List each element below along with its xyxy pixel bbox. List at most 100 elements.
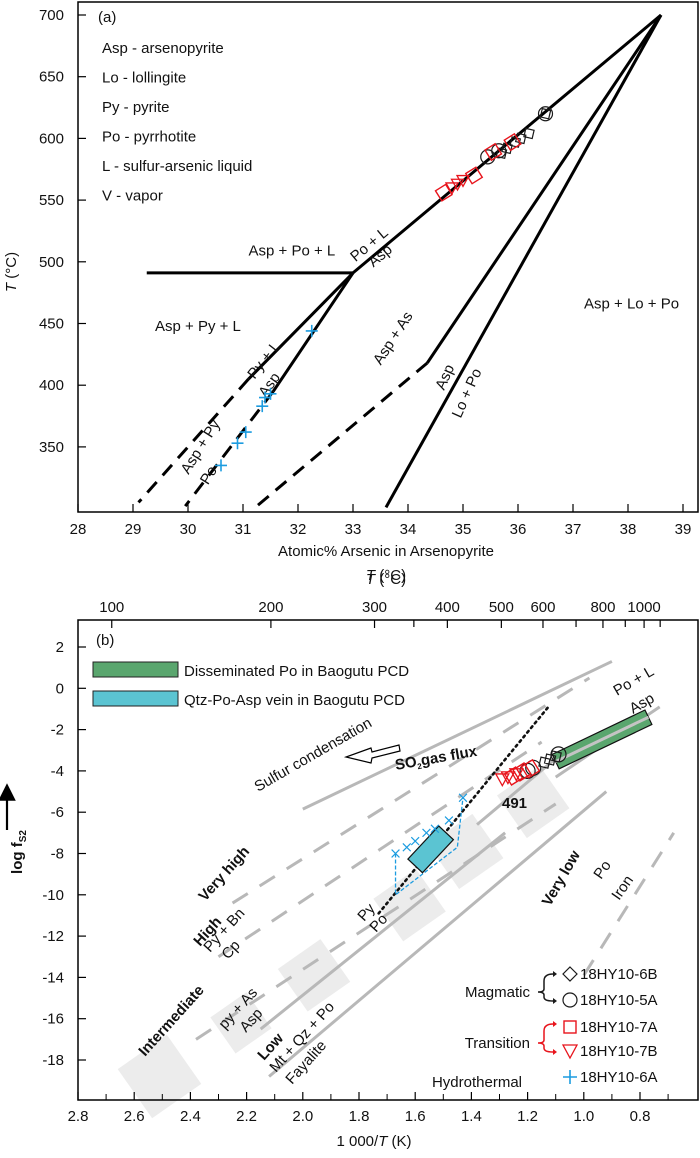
point-18HY10-6A <box>259 391 271 404</box>
point-18HY10-7A <box>520 758 541 779</box>
legend-swatch <box>92 690 179 707</box>
y-tick-label: -10 <box>42 887 64 904</box>
brace-arrow-icon <box>553 1049 557 1055</box>
x-tick-label: 38 <box>620 521 637 538</box>
point-18HY10-6A <box>430 824 440 834</box>
x-tick-label: 33 <box>345 521 362 538</box>
panel-b-data-points <box>391 746 567 858</box>
top-tick-label: 100 <box>99 599 124 616</box>
point-18HY10-5A <box>491 143 507 159</box>
x-tick-label: 34 <box>400 521 417 538</box>
dashed-upper-1-line <box>231 676 591 905</box>
x-tick-label: 39 <box>675 521 692 538</box>
legend-plus-icon <box>563 1070 577 1084</box>
legend-entry-label: 18HY10-5A <box>580 992 658 1009</box>
x-subtitle-unit: (°C) <box>379 567 406 584</box>
x-tick-label: 0.8 <box>630 1108 651 1125</box>
py-bn-cp-line <box>217 740 543 958</box>
legend-group-label: Hydrothermal <box>432 1074 522 1091</box>
point-18HY10-6A <box>391 849 400 858</box>
shaded-zone <box>117 1034 202 1119</box>
legend-circle-icon <box>562 992 578 1008</box>
temperature-491-label: 491 <box>502 795 527 812</box>
x-tick-label: 29 <box>125 521 142 538</box>
y-tick-label: -6 <box>51 804 64 821</box>
legend-group-label: Magmatic <box>465 984 531 1001</box>
point-18HY10-6A <box>215 459 227 472</box>
y-tick-label: -4 <box>51 763 64 780</box>
qtz-po-asp-vein-field <box>407 825 455 874</box>
x-tick-label: 2.2 <box>236 1108 257 1125</box>
y-tick-label: 2 <box>56 639 64 656</box>
y-tick-label: 450 <box>39 316 64 333</box>
point-18HY10-5A <box>537 106 554 122</box>
legend-entry-label: 18HY10-7B <box>580 1043 658 1060</box>
asp-lo-po-line <box>384 14 663 509</box>
very-low-label: Very low <box>539 848 584 909</box>
panel-b-field-legend: Disseminated Po in Baogutu PCD Qtz-Po-Asp… <box>92 661 409 709</box>
panel-a-label: (a) <box>98 9 116 26</box>
point-18HY10-7B <box>500 771 516 785</box>
y-tick-label: -12 <box>42 928 64 945</box>
panel-b-x-axis-title: 1 000/T (K) <box>336 1133 411 1150</box>
panel-b-x-axis: 2.8 2.6 2.4 2.2 2.0 1.8 1.6 1.4 1.2 1.0 0.8 <box>68 1092 669 1125</box>
point-18HY10-6B <box>495 147 508 160</box>
legend-group-label: Transition <box>465 1035 530 1052</box>
curve-label: Asp + Py <box>177 416 224 477</box>
panel-b-y-axis: 2 0 -2 -4 -6 -8 -10 -12 -14 -16 -18 <box>42 639 86 1069</box>
panel-b-sample-legend: 18HY10-6B 18HY10-5A 18HY10-7A 18HY10-7B 18HY… <box>432 966 658 1091</box>
po-l-asp-centerline <box>555 715 650 763</box>
y-tick-label: 500 <box>39 254 64 271</box>
asp-as-extrapolated-line <box>255 361 429 508</box>
point-18HY10-7A <box>512 762 532 782</box>
point-18HY10-7B <box>494 773 510 787</box>
point-18HY10-6B <box>543 753 557 766</box>
abbreviation-item: Py - pyrite <box>102 99 170 116</box>
legend-brace-icon <box>537 1023 554 1053</box>
point-18HY10-6A <box>239 426 252 439</box>
y-tick-label: -8 <box>51 846 64 863</box>
y-axis-title-italic: T <box>3 281 20 292</box>
point-18HY10-7B <box>450 178 465 192</box>
py-po-upper-line <box>476 757 557 826</box>
gas-flux-label: SO2gas flux <box>394 743 479 775</box>
y-tick-label: 700 <box>39 7 64 24</box>
top-tick-label: 500 <box>489 599 514 616</box>
iron-label: Iron <box>608 872 637 903</box>
gas-flux-sub: 2 <box>417 761 423 771</box>
point-18HY10-5A <box>550 746 567 763</box>
x-tick-label: 32 <box>290 521 307 538</box>
x-tick-label: 30 <box>180 521 197 538</box>
y-tick-label: 650 <box>39 69 64 86</box>
panel-a-x-axis-subtitle: T (°C) <box>366 567 406 584</box>
x-tick-label: 2.0 <box>292 1108 313 1125</box>
y-tick-label: 550 <box>39 192 64 209</box>
x-title-italic: T <box>378 1133 389 1150</box>
point-18HY10-6A <box>305 324 318 337</box>
top-tick-label: 600 <box>530 599 555 616</box>
py-l-asp-line <box>247 271 355 381</box>
legend-swatch <box>92 661 179 678</box>
asp-as-line <box>426 14 663 364</box>
legend-brace-icon <box>537 973 554 1002</box>
panel-b-sample-fields <box>394 709 653 897</box>
shaded-zone <box>210 992 272 1054</box>
top-tick-label: 1000 <box>627 599 660 616</box>
y-tick-label: 350 <box>39 439 64 456</box>
legend-diamond-icon <box>562 966 578 982</box>
panel-a-x-axis: 28 29 30 31 32 33 34 35 36 37 38 39 <box>70 504 692 538</box>
top-tick-label: 200 <box>258 599 283 616</box>
x-tick-label: 1.0 <box>573 1108 594 1125</box>
x-tick-label: 1.2 <box>517 1108 538 1125</box>
panel-a-y-axis: 350 400 450 500 550 600 650 700 <box>39 7 86 456</box>
point-18HY10-6A <box>231 437 244 450</box>
x-tick-label: 1.8 <box>349 1108 370 1125</box>
x-tick-label: 2.6 <box>124 1108 145 1125</box>
y-title-main: log f <box>9 841 26 874</box>
y-tick-label: -2 <box>51 722 64 739</box>
legend-entry-label: 18HY10-7A <box>580 1019 658 1036</box>
legend-entry-label: 18HY10-6B <box>580 966 658 983</box>
abbreviation-item: V - vapor <box>102 188 163 205</box>
y-axis-title-unit: (°C) <box>3 252 20 279</box>
